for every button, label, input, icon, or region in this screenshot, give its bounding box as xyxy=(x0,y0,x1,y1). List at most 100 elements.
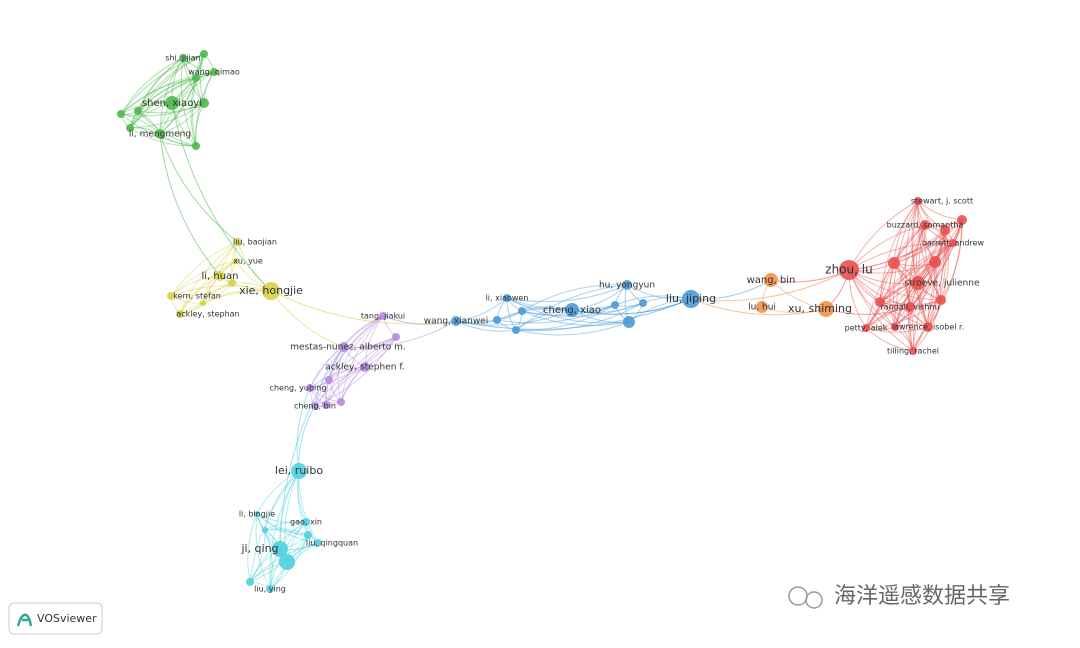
link xyxy=(314,315,384,407)
link xyxy=(120,57,184,115)
link xyxy=(848,200,919,271)
link xyxy=(927,219,963,328)
link xyxy=(159,77,197,135)
link xyxy=(120,77,197,115)
link xyxy=(325,315,384,406)
link xyxy=(865,326,929,333)
link xyxy=(129,71,215,129)
node-label: lei, ruibo xyxy=(275,464,323,477)
node-label: wang, xianwei xyxy=(424,317,488,327)
node-label: xu, yue xyxy=(233,257,263,266)
link xyxy=(909,229,946,308)
link xyxy=(129,53,205,129)
logo-frame xyxy=(8,602,103,635)
node xyxy=(756,301,768,313)
link xyxy=(894,229,946,328)
link xyxy=(340,315,384,403)
link xyxy=(889,262,896,328)
link xyxy=(137,71,215,112)
link xyxy=(195,71,215,147)
link xyxy=(328,336,397,381)
link xyxy=(129,77,197,129)
link xyxy=(893,200,919,264)
link xyxy=(848,269,942,301)
node xyxy=(914,197,922,205)
link xyxy=(905,200,919,308)
node-label: kern, stefan xyxy=(173,292,221,301)
node xyxy=(262,282,280,300)
node xyxy=(929,256,941,268)
node xyxy=(192,74,200,82)
node-label: gao, xin xyxy=(290,518,322,527)
link xyxy=(521,310,630,326)
logo-box[interactable]: VOSviewer xyxy=(8,602,103,635)
node-label: mestas-nunez, alberto m. xyxy=(290,343,406,353)
link xyxy=(179,282,233,315)
link xyxy=(179,241,239,315)
link xyxy=(249,529,266,583)
node xyxy=(920,220,930,230)
node xyxy=(279,554,295,570)
link xyxy=(159,53,205,135)
link xyxy=(120,53,205,115)
link xyxy=(515,284,628,331)
node-label: shen, xiaoyi xyxy=(142,98,202,109)
link xyxy=(328,315,384,381)
link xyxy=(940,242,954,301)
node xyxy=(565,303,579,317)
link xyxy=(129,57,184,129)
node-label: randall, vishnu xyxy=(880,303,939,312)
node xyxy=(314,539,322,547)
node-label: liu, baojian xyxy=(233,238,277,247)
node xyxy=(379,312,387,320)
link xyxy=(879,219,963,303)
node xyxy=(200,300,206,306)
link xyxy=(314,366,366,407)
link xyxy=(159,57,184,135)
node xyxy=(905,302,915,312)
node xyxy=(302,518,310,526)
link xyxy=(170,260,237,297)
link xyxy=(917,200,954,244)
link xyxy=(129,102,205,129)
link xyxy=(506,297,616,311)
link xyxy=(690,269,850,302)
node xyxy=(155,129,165,139)
node xyxy=(392,333,400,341)
node xyxy=(199,98,209,108)
watermark-icon xyxy=(805,591,823,609)
link xyxy=(893,219,963,264)
node xyxy=(622,280,632,290)
link xyxy=(848,242,954,271)
node xyxy=(322,401,330,409)
link xyxy=(515,304,616,331)
node xyxy=(134,107,142,115)
link xyxy=(879,200,919,303)
link xyxy=(894,219,963,328)
link xyxy=(879,229,946,303)
node xyxy=(512,326,520,334)
node-label: ji, qing xyxy=(240,542,278,555)
node xyxy=(818,301,834,317)
link xyxy=(180,57,197,147)
node xyxy=(888,257,900,269)
link xyxy=(264,529,319,544)
node-label: cheng, bin xyxy=(294,402,336,411)
link xyxy=(137,57,184,112)
node xyxy=(949,239,957,247)
node-label: lawrence, isobel r. xyxy=(892,323,964,332)
node xyxy=(126,124,134,132)
link xyxy=(912,200,929,328)
node-label: liu, jiping xyxy=(666,292,716,305)
node xyxy=(167,292,175,300)
link xyxy=(912,242,954,352)
node xyxy=(179,54,187,62)
link xyxy=(120,102,205,117)
node xyxy=(311,402,319,410)
node xyxy=(200,50,208,58)
node-label: ackley, stephan xyxy=(176,310,239,319)
node-label: tilling, rachel xyxy=(887,347,939,356)
link xyxy=(129,127,197,147)
node xyxy=(246,578,254,586)
link xyxy=(159,133,239,243)
